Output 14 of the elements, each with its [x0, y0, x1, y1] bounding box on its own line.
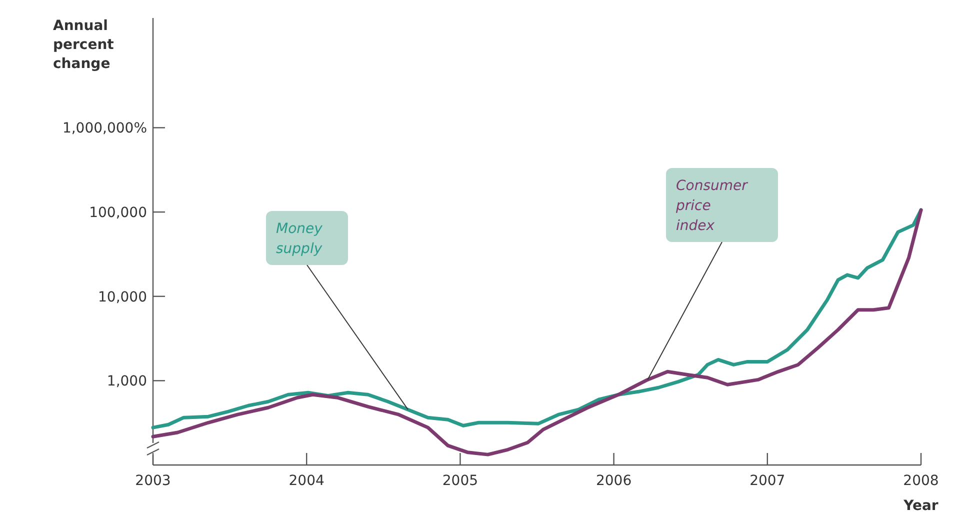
y-tick-label: 1,000 — [106, 374, 147, 390]
x-tick-label: 2007 — [750, 473, 786, 489]
text: Consumer price index — [675, 178, 749, 234]
y-tick-label: 100,000 — [89, 204, 147, 221]
x-tick-label: 2005 — [442, 473, 478, 489]
x-axis-title: Year — [902, 498, 938, 514]
x-tick-label: 2008 — [903, 473, 939, 489]
y-axis-title: Annual percent change — [53, 18, 114, 72]
x-tick-label: 2006 — [596, 473, 632, 489]
text: Money supply — [276, 221, 324, 257]
y-tick-label: 10,000 — [98, 289, 147, 306]
x-tick-label: 2004 — [288, 473, 324, 489]
x-tick-label: 2003 — [135, 473, 171, 489]
y-tick-label: 1,000,000% — [62, 120, 147, 137]
